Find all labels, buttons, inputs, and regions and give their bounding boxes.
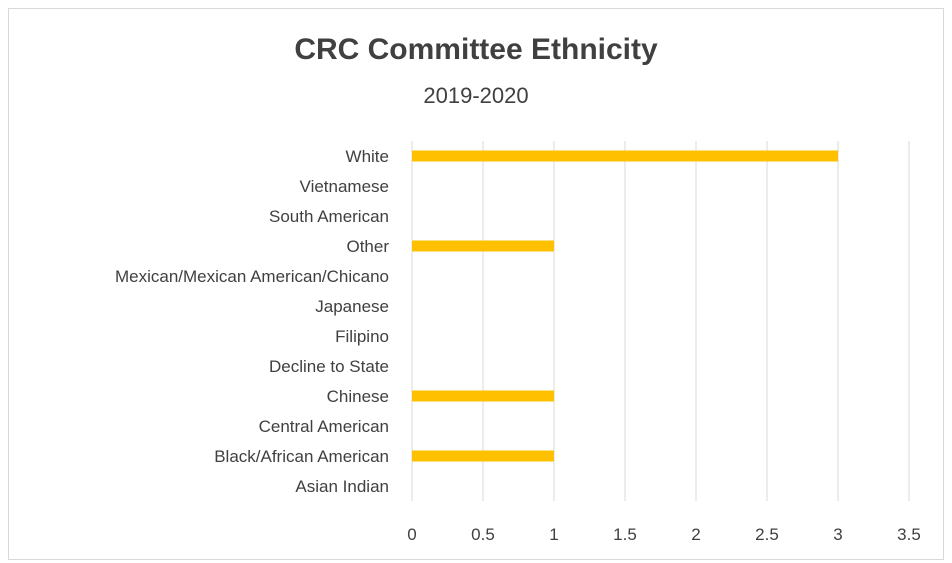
category-label: Vietnamese xyxy=(300,177,389,196)
x-tick-label: 0 xyxy=(407,525,416,544)
bar xyxy=(412,390,554,402)
chart-subtitle: 2019-2020 xyxy=(423,83,529,108)
category-label: White xyxy=(346,147,389,166)
x-tick-label: 1 xyxy=(549,525,558,544)
x-axis-tick-labels: 0 0.5 1 1.5 2 2.5 3 3.5 xyxy=(407,525,921,544)
gridlines xyxy=(411,141,910,501)
category-label: Japanese xyxy=(315,297,389,316)
x-tick-label: 1.5 xyxy=(613,525,637,544)
category-label: Chinese xyxy=(327,387,389,406)
category-label: Other xyxy=(346,237,389,256)
category-label: Central American xyxy=(259,417,389,436)
bar xyxy=(412,150,838,162)
bars xyxy=(412,150,838,462)
x-tick-label: 2 xyxy=(691,525,700,544)
category-label: Decline to State xyxy=(269,357,389,376)
x-tick-label: 0.5 xyxy=(471,525,495,544)
category-labels: White Vietnamese South American Other Mexica… xyxy=(115,147,389,496)
x-tick-label: 2.5 xyxy=(755,525,779,544)
x-tick-label: 3 xyxy=(833,525,842,544)
category-label: Filipino xyxy=(335,327,389,346)
chart-title: CRC Committee Ethnicity xyxy=(294,33,658,66)
category-label: South American xyxy=(269,207,389,226)
category-label: Asian Indian xyxy=(295,477,389,496)
bar xyxy=(412,240,554,252)
bar xyxy=(412,450,554,462)
category-label: Mexican/Mexican American/Chicano xyxy=(115,267,389,286)
category-label: Black/African American xyxy=(214,447,389,466)
chart-frame xyxy=(8,8,944,560)
x-tick-label: 3.5 xyxy=(897,525,921,544)
